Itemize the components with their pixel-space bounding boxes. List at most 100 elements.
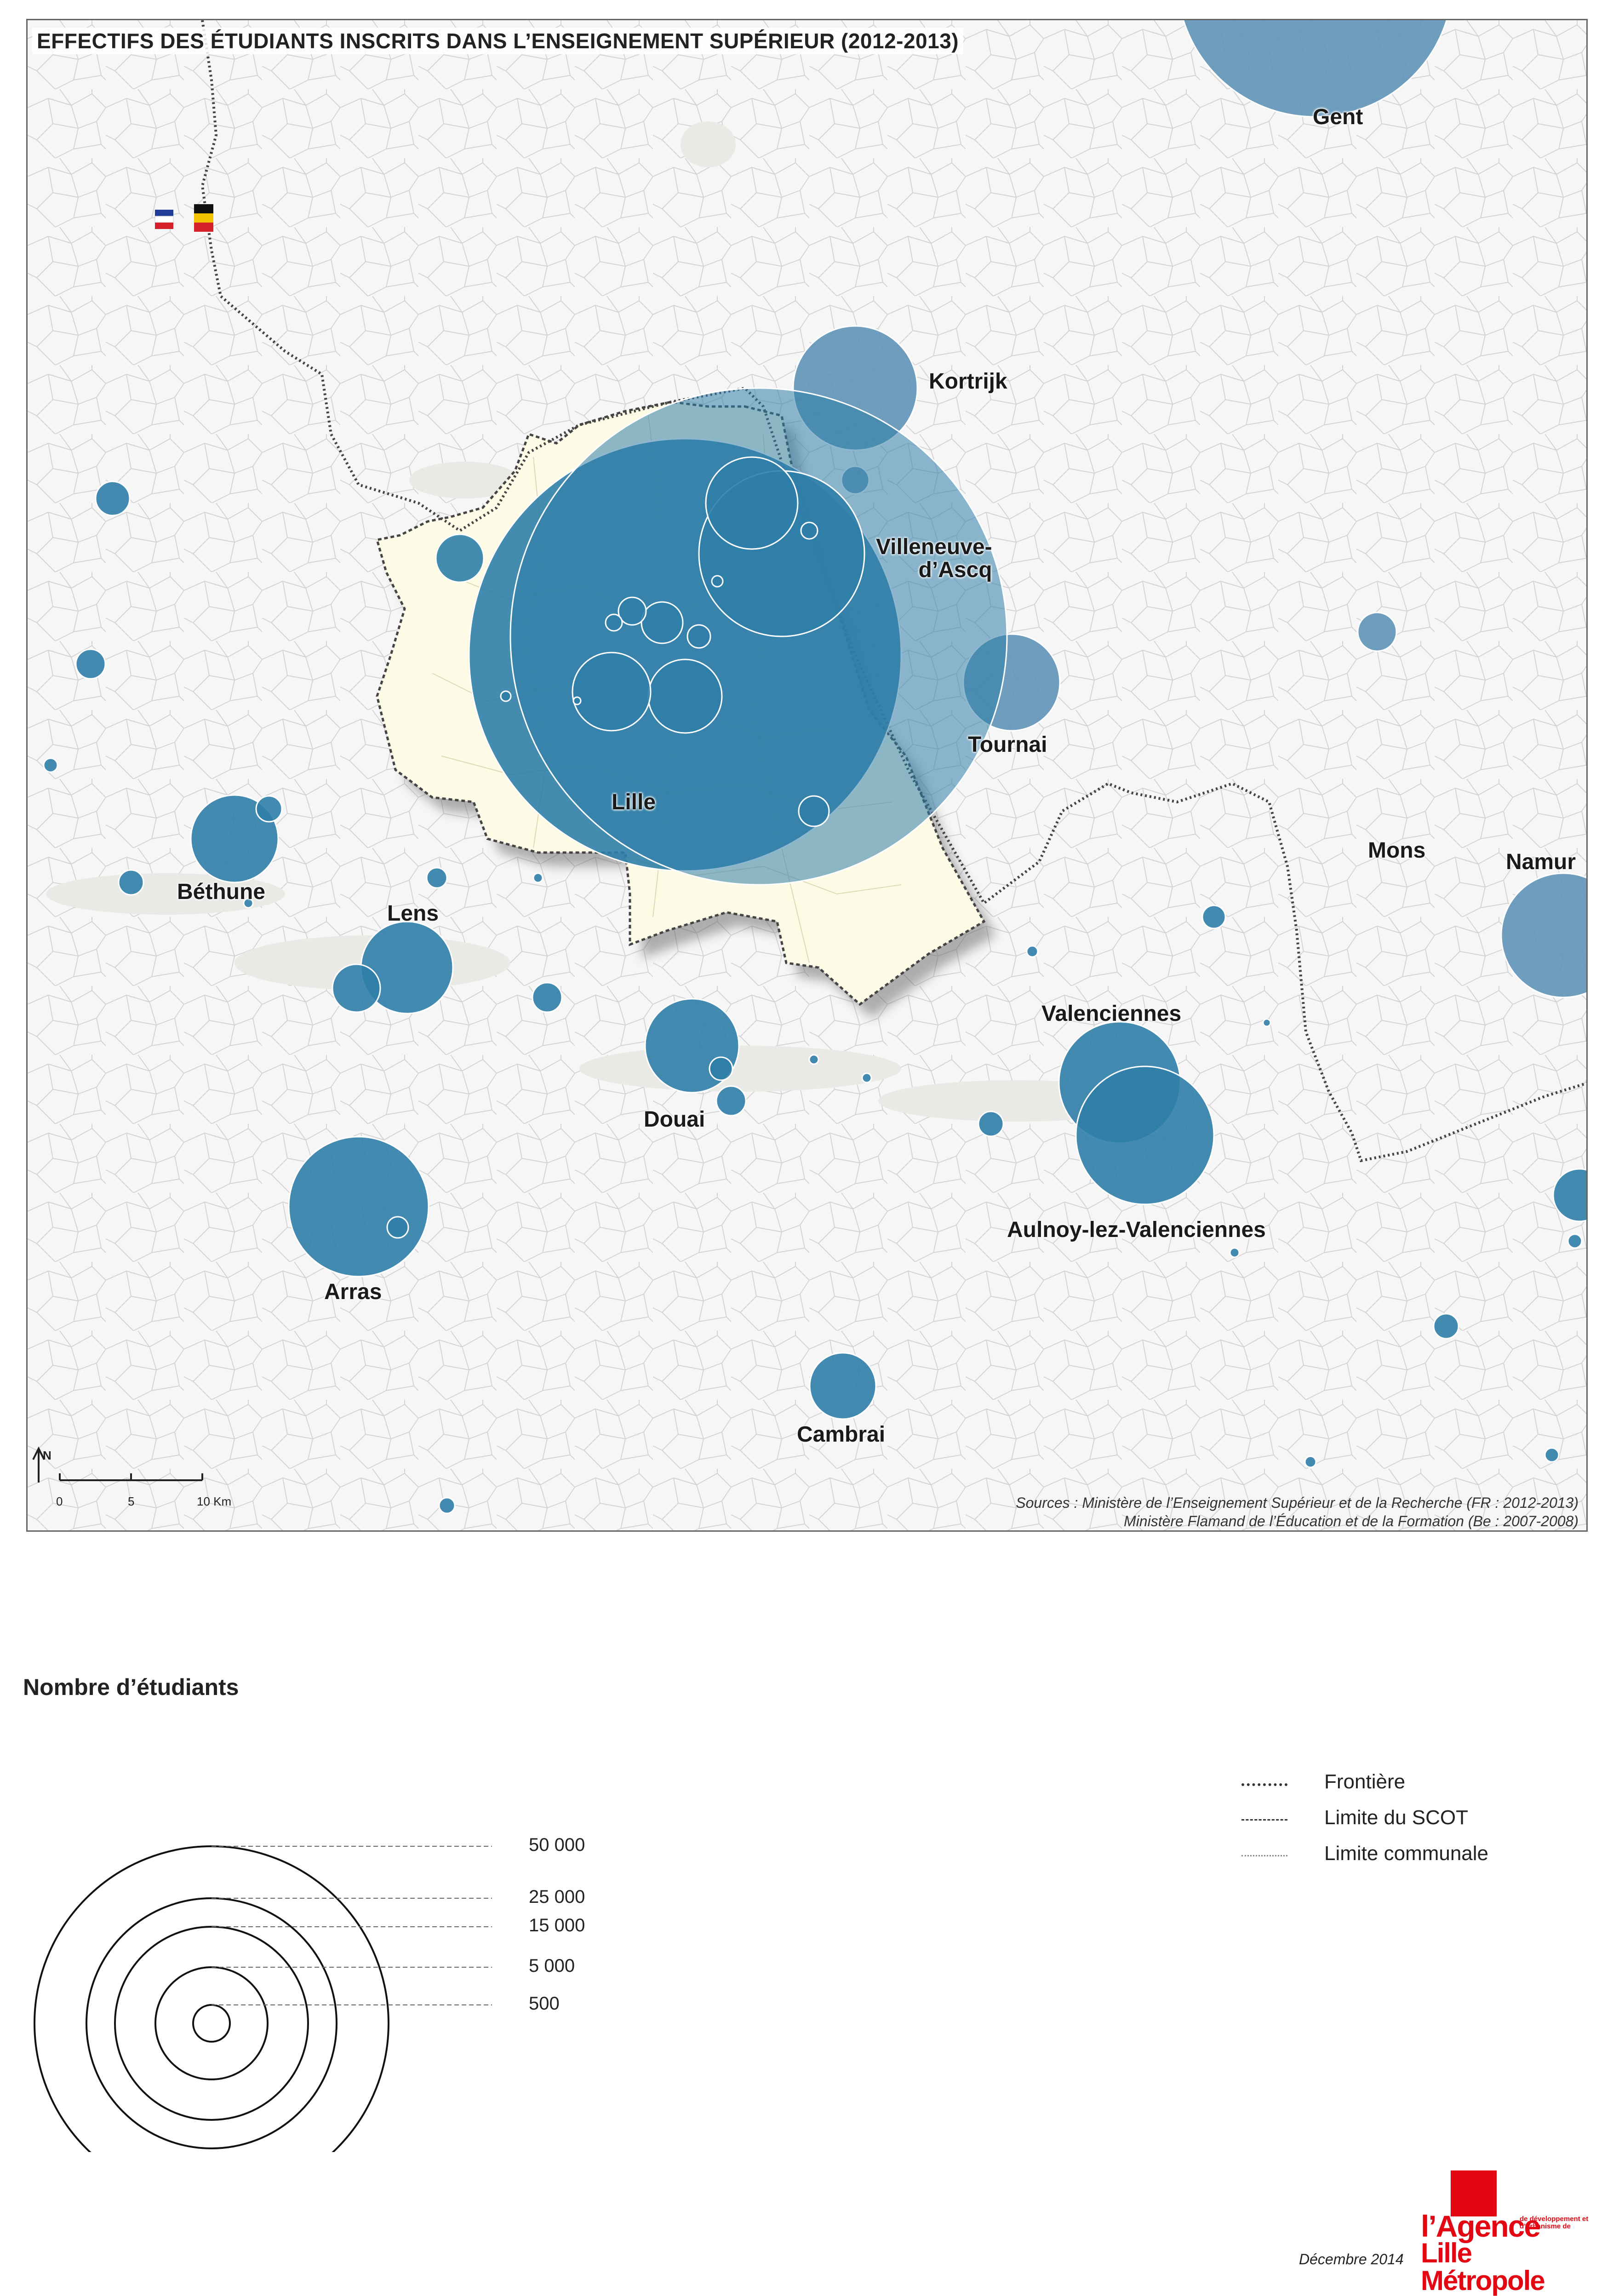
circle-lille-sub-8 (711, 575, 724, 588)
circle-small-w3 (43, 757, 58, 773)
circle-bethune-2 (255, 795, 283, 823)
legend-value-15000: 15 000 (529, 1915, 585, 1935)
circle-lille-sub-6 (605, 613, 623, 632)
city-label-bethune: Béthune (177, 880, 265, 904)
circle-douai-3 (715, 1085, 747, 1117)
north-label: N (43, 1449, 51, 1462)
legend-circles (34, 1845, 492, 2152)
legend-circle-50000 (34, 1845, 389, 2152)
circle-small-w1 (95, 481, 131, 516)
sources-note: Sources : Ministère de l’Enseignement Su… (1016, 1494, 1579, 1530)
circle-lille-sub-3 (641, 601, 684, 644)
circle-small-nw (435, 533, 485, 583)
city-label-aulnoy: Aulnoy-lez-Valenciennes (1007, 1218, 1266, 1242)
circle-aulnoy (1075, 1065, 1215, 1205)
circle-small-s1 (438, 1497, 456, 1514)
circle-lille-sub-1 (647, 658, 723, 734)
circle-small-w4 (118, 869, 144, 896)
date-label: Décembre 2014 (1299, 2251, 1404, 2267)
circle-cambrai (809, 1352, 877, 1420)
legend-circle-25000 (86, 1897, 337, 2149)
circle-lille-sub-9 (500, 690, 512, 702)
legend-value-25000: 25 000 (529, 1887, 585, 1907)
line-legend: Frontière Limite du SCOT Limite communal… (1241, 1770, 1563, 1890)
circle-small-e2 (1026, 945, 1039, 958)
circle-douai-2 (709, 1056, 733, 1081)
legend-item-communale: Limite communale (1241, 1842, 1563, 1870)
circle-small-e10 (1544, 1447, 1560, 1463)
circle-arras (288, 1136, 429, 1277)
legend-label-communale: Limite communale (1324, 1842, 1489, 1865)
city-label-tournai: Tournai (968, 733, 1047, 757)
circle-lille-sub-5 (686, 624, 711, 649)
circle-small-e5 (1229, 1247, 1240, 1258)
circle-small-c4 (808, 1054, 819, 1065)
city-label-lens: Lens (387, 901, 439, 926)
circle-small-e7 (1567, 1233, 1583, 1249)
circle-villeneuve-3 (705, 456, 799, 550)
circle-be-small-1 (1357, 612, 1397, 652)
circle-small-e9 (1304, 1455, 1317, 1468)
circle-bethune (190, 794, 279, 883)
legend-circle-15000 (114, 1926, 309, 2121)
city-label-namur: Namur (1506, 850, 1576, 874)
legend-circle-500 (192, 2004, 231, 2043)
city-label-douai: Douai (644, 1107, 705, 1132)
legend-value-500: 500 (529, 1993, 560, 2014)
legend-label-frontiere: Frontière (1324, 1770, 1406, 1793)
legend-item-frontiere: Frontière (1241, 1770, 1563, 1798)
city-label-lille: Lille (612, 790, 656, 814)
circle-namur (1500, 872, 1586, 998)
logo-agence-text: l’Agence (1421, 2209, 1541, 2243)
legend-label-scot: Limite du SCOT (1324, 1806, 1468, 1829)
circle-small-w2 (75, 648, 106, 680)
city-label-villeneuve-text: Villeneuve- d’Ascq (876, 535, 992, 583)
circle-lille-sub-7 (800, 521, 818, 540)
map-title: EFFECTIFS DES ÉTUDIANTS INSCRITS DANS L’… (32, 28, 964, 54)
circle-small-c3 (532, 982, 563, 1013)
border-frontiere (200, 20, 1586, 1162)
agence-logo: l’Agence de développement et d’urbanisme… (1421, 2170, 1588, 2295)
line-sample-communale (1241, 1855, 1287, 1856)
circles-france (43, 387, 1586, 1514)
circle-small-c5 (861, 1072, 872, 1083)
city-label-villeneuve: Villeneuve- d’Ascq (876, 535, 992, 583)
circle-small-e8 (1433, 1313, 1459, 1340)
circle-small-c2 (532, 872, 543, 883)
logo-red-square (1451, 2170, 1497, 2216)
city-label-gent: Gent (1313, 105, 1363, 129)
line-sample-scot (1241, 1819, 1287, 1821)
circle-lille-sub-2 (572, 652, 652, 732)
circle-lille-sub-10 (572, 696, 582, 705)
city-label-arras: Arras (324, 1280, 382, 1304)
scale-label-5: 5 (128, 1494, 135, 1508)
city-label-kortrijk: Kortrijk (929, 369, 1007, 394)
sources-line-2: Ministère Flamand de l’Éducation et de l… (1124, 1513, 1579, 1529)
logo-subtitle: de développement et d’urbanisme de (1520, 2215, 1589, 2230)
city-label-valenciennes: Valenciennes (1041, 1002, 1182, 1026)
scale-bar (59, 1473, 203, 1481)
north-arrow-icon (32, 1446, 45, 1483)
circle-small-e1 (978, 1111, 1004, 1137)
circle-arras-2 (386, 1216, 409, 1239)
city-label-mons: Mons (1368, 838, 1426, 863)
scale-label-0: 0 (56, 1494, 63, 1508)
logo-metropole-text: Lille Métropole (1421, 2238, 1545, 2296)
flag-france-icon (154, 210, 174, 229)
circle-small-w5 (243, 898, 254, 909)
map-canvas (28, 20, 1586, 1530)
legend-value-5000: 5 000 (529, 1956, 575, 1976)
sources-line-1: Sources : Ministère de l’Enseignement Su… (1016, 1494, 1579, 1511)
circle-lens-2 (332, 963, 381, 1013)
scale-label-10: 10 Km (197, 1494, 232, 1508)
circle-villeneuve (509, 387, 1008, 886)
line-sample-frontiere (1241, 1783, 1287, 1786)
city-label-cambrai: Cambrai (797, 1422, 886, 1447)
legend-circle-5000 (154, 1966, 269, 2080)
legend-item-scot: Limite du SCOT (1241, 1806, 1563, 1834)
circle-small-e4 (1262, 1018, 1271, 1027)
circle-gent (1183, 20, 1447, 118)
legend-title: Nombre d’étudiants (23, 1674, 239, 1700)
circle-small-scot (798, 795, 830, 827)
circle-small-e3 (1201, 905, 1226, 929)
